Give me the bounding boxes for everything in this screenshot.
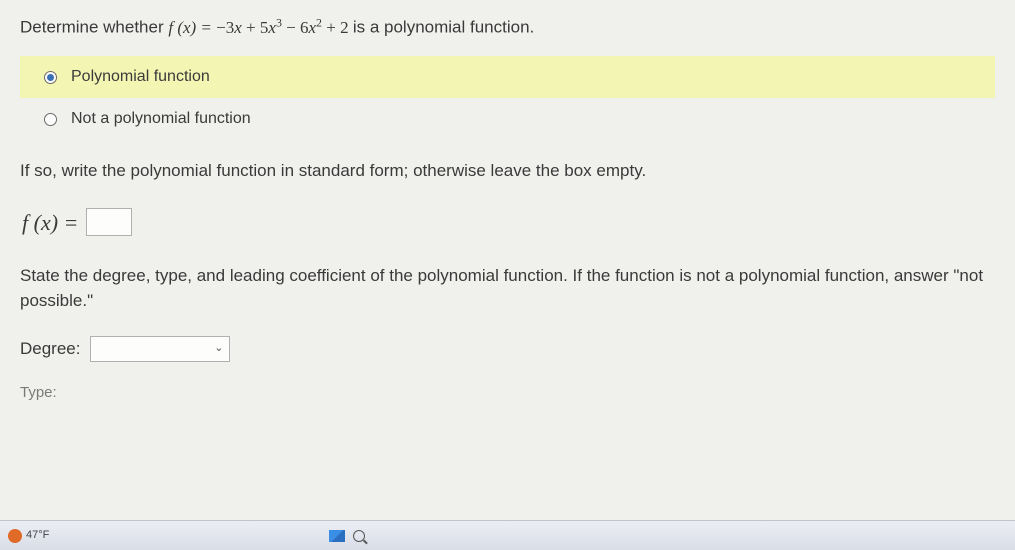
taskbar-temp: 47°F — [26, 527, 49, 544]
type-label: Type: — [20, 382, 995, 405]
choice-not-polynomial[interactable]: Not a polynomial function — [20, 98, 995, 140]
weather-icon — [8, 529, 22, 543]
state-prompt: State the degree, type, and leading coef… — [20, 263, 995, 314]
question-prompt: Determine whether f (x) = −3x + 5x3 − 6x… — [20, 14, 995, 40]
search-icon[interactable] — [353, 530, 365, 542]
radio-unselected-icon — [44, 113, 57, 126]
fx-label: f (x) = — [22, 206, 78, 239]
choice-label: Polynomial function — [71, 65, 210, 89]
degree-select[interactable]: ⌄ — [90, 336, 230, 362]
question-tail: is a polynomial function. — [353, 18, 534, 37]
fx-input[interactable] — [86, 208, 132, 236]
question-lead: Determine whether — [20, 18, 168, 37]
windows-icon[interactable] — [329, 530, 345, 542]
taskbar-center — [329, 530, 365, 542]
radio-selected-icon — [44, 71, 57, 84]
choice-polynomial[interactable]: Polynomial function — [20, 56, 995, 98]
question-formula: f (x) = −3x + 5x3 − 6x2 + 2 — [168, 18, 352, 37]
taskbar: 47°F — [0, 520, 1015, 550]
choice-group: Polynomial function Not a polynomial fun… — [20, 56, 995, 140]
chevron-down-icon: ⌄ — [214, 340, 223, 357]
degree-row: Degree: ⌄ — [20, 336, 995, 362]
degree-label: Degree: — [20, 336, 80, 362]
fx-input-row: f (x) = — [22, 206, 995, 239]
standard-form-prompt: If so, write the polynomial function in … — [20, 158, 995, 184]
choice-label: Not a polynomial function — [71, 107, 251, 131]
